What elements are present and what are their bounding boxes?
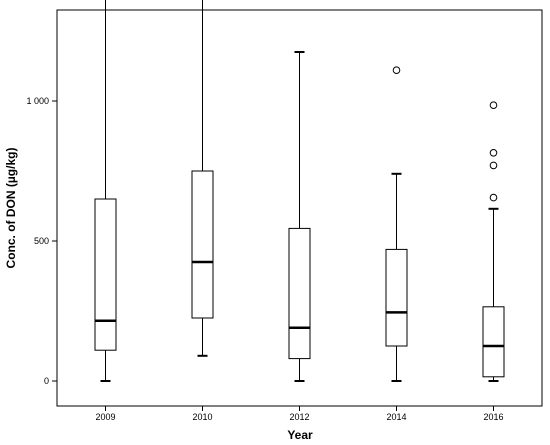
iqr-box [94,198,117,351]
x-tick-label: 2016 [483,412,503,422]
x-tick-label: 2012 [289,412,309,422]
iqr-box [191,170,214,319]
outlier-point [489,101,498,109]
x-axis-title: Year [287,428,313,442]
iqr-box [482,306,505,378]
outlier-point [489,193,498,202]
outlier-point [489,149,498,157]
outlier-point [489,161,498,170]
iqr-box [288,227,311,360]
y-tick-label: 0 [44,376,49,386]
x-axis: 2009 2010 2012 2014 2016 [95,406,504,422]
boxes-group: ★★ [94,0,505,382]
outlier-point [392,66,401,74]
x-tick-label: 2009 [95,412,115,422]
iqr-box [385,248,408,347]
x-tick-label: 2014 [386,412,406,422]
box-2010 [191,0,214,357]
y-tick-label: 500 [34,236,49,246]
x-tick-label: 2010 [192,412,212,422]
y-tick-label: 1 000 [26,96,49,106]
box-2014 [385,66,408,382]
y-axis-title: Conc. of DON (µg/kg) [4,148,18,269]
box-2012 [288,51,311,382]
box-2016: ★ [482,101,505,382]
box-2009: ★ [94,0,117,382]
